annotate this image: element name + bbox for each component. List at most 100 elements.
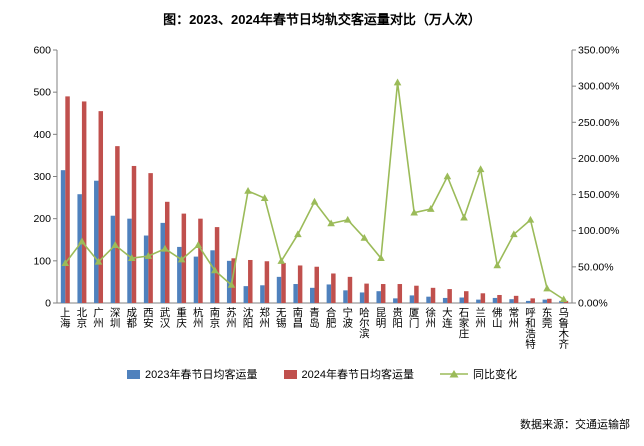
bar-2023 xyxy=(359,292,365,303)
yoy-marker xyxy=(111,241,119,248)
bar-2024 xyxy=(513,295,519,303)
bar-2024 xyxy=(264,261,270,303)
x-axis-category-label: 上海 xyxy=(60,307,71,330)
bar-2024 xyxy=(115,146,120,303)
bar-2023 xyxy=(542,299,548,303)
x-axis-category-label: 武汉 xyxy=(160,306,171,330)
x-axis-category-label: 苏州 xyxy=(226,306,237,330)
yoy-marker xyxy=(543,284,551,292)
y-axis-right-tick-label: 0.00% xyxy=(578,298,608,310)
bar-2023 xyxy=(326,284,332,303)
bar-2023 xyxy=(94,180,99,303)
y-axis-right-tick-label: 250.00% xyxy=(578,117,619,129)
bar-2024 xyxy=(65,96,70,303)
yoy-marker xyxy=(526,215,535,223)
bar-2023 xyxy=(210,250,215,303)
legend-swatch-2024 xyxy=(283,369,297,379)
x-axis-category-label: 无锡 xyxy=(276,307,287,330)
x-axis-category-label: 青岛 xyxy=(309,306,320,330)
bar-2024 xyxy=(430,287,436,303)
x-axis-category-label: 南昌 xyxy=(293,306,304,330)
bar-2024 xyxy=(81,101,87,304)
bar-2023 xyxy=(459,297,465,303)
chart-title: 图：2023、2024年春节日均轨交客运量对比（万人次） xyxy=(163,12,481,27)
y-axis-left-tick-label: 100 xyxy=(33,255,51,267)
x-axis-category-label: 石家庄 xyxy=(459,307,470,340)
x-axis-category-label: 呼和浩特 xyxy=(525,307,536,351)
bar-2024 xyxy=(164,201,170,303)
y-axis-right-tick-label: 200.00% xyxy=(578,153,619,165)
y-axis-left-tick-label: 300 xyxy=(33,171,51,183)
x-axis-category-label: 成都 xyxy=(127,307,138,330)
x-axis-category-label: 徐州 xyxy=(426,306,437,330)
bar-2024 xyxy=(131,165,137,303)
yoy-marker xyxy=(260,194,269,201)
legend-label-2023: 2023年春节日均客运量 xyxy=(145,369,258,381)
bar-2023 xyxy=(492,297,498,303)
x-axis-category-label: 西安 xyxy=(143,307,154,330)
y-axis-right-tick-label: 300.00% xyxy=(578,81,619,93)
legend-label-2024: 2024年春节日均客运量 xyxy=(301,369,414,381)
bar-2023 xyxy=(442,297,448,303)
data-source-note: 数据来源：交通运输部 xyxy=(520,419,630,431)
x-axis-category-label: 东莞 xyxy=(542,306,553,330)
x-axis-category-label: 北京 xyxy=(77,307,88,330)
bar-2024 xyxy=(414,285,419,303)
bar-2024 xyxy=(231,258,236,303)
yoy-marker xyxy=(144,252,153,259)
yoy-marker xyxy=(194,241,203,248)
yoy-marker xyxy=(177,255,186,263)
x-axis-category-label: 乌鲁木齐 xyxy=(558,306,569,351)
y-axis-left-tick-label: 0 xyxy=(45,298,51,310)
yoy-marker xyxy=(377,254,385,261)
yoy-marker xyxy=(493,261,502,269)
y-axis-right-tick-label: 50.00% xyxy=(578,261,614,273)
legend-item-yoy: 同比变化 xyxy=(439,366,517,382)
x-axis-category-label: 昆明 xyxy=(376,307,387,330)
bar-2023 xyxy=(376,291,381,303)
bar-2023 xyxy=(293,284,298,303)
x-axis-category-label: 常州 xyxy=(509,306,520,330)
bar-2024 xyxy=(497,294,502,303)
combo-chart: 0 100 200 300 400 500 600 0.00% 50.00% 100.00% 150… xyxy=(33,45,619,351)
x-axis-category-label: 宁波 xyxy=(342,306,353,330)
bar-2024 xyxy=(530,298,535,303)
yoy-marker xyxy=(443,172,452,180)
bar-2023 xyxy=(343,290,348,303)
legend-item-2024: 2024年春节日均客运量 xyxy=(283,366,414,382)
yoy-marker xyxy=(460,213,468,221)
x-axis-category-label: 郑州 xyxy=(259,306,270,330)
bar-2024 xyxy=(364,283,369,303)
x-axis-category-label: 重庆 xyxy=(176,306,187,330)
yoy-marker xyxy=(327,219,335,227)
x-axis-category-label: 沈阳 xyxy=(243,306,254,330)
bar-2023 xyxy=(393,298,398,303)
x-axis-category-label: 广州 xyxy=(93,307,104,330)
legend-label-yoy: 同比变化 xyxy=(472,369,517,381)
x-axis-category-label: 杭州 xyxy=(193,306,204,330)
y-axis-left-tick-label: 400 xyxy=(33,129,51,141)
bar-2023 xyxy=(60,170,66,303)
yoy-marker xyxy=(476,165,485,173)
yoy-marker xyxy=(244,186,252,194)
yoy-marker xyxy=(127,254,136,261)
yoy-marker xyxy=(559,295,568,303)
yoy-marker xyxy=(426,205,435,212)
y-axis-left-tick-label: 600 xyxy=(33,45,51,57)
x-axis-category-label: 南京 xyxy=(210,306,221,330)
bar-2024 xyxy=(464,291,469,303)
y-axis-left-tick-label: 200 xyxy=(33,213,51,225)
bar-2024 xyxy=(347,276,353,303)
yoy-marker xyxy=(360,233,369,241)
bar-2023 xyxy=(509,299,514,303)
bar-2024 xyxy=(480,293,486,303)
x-axis-category-label: 深圳 xyxy=(110,307,121,330)
x-axis-category-label: 厦门 xyxy=(409,307,420,330)
bar-2024 xyxy=(148,173,153,303)
bar-2024 xyxy=(397,284,403,303)
yoy-marker xyxy=(294,230,302,238)
bar-2023 xyxy=(310,287,315,303)
bar-2024 xyxy=(331,273,336,303)
bar-2023 xyxy=(177,246,182,303)
